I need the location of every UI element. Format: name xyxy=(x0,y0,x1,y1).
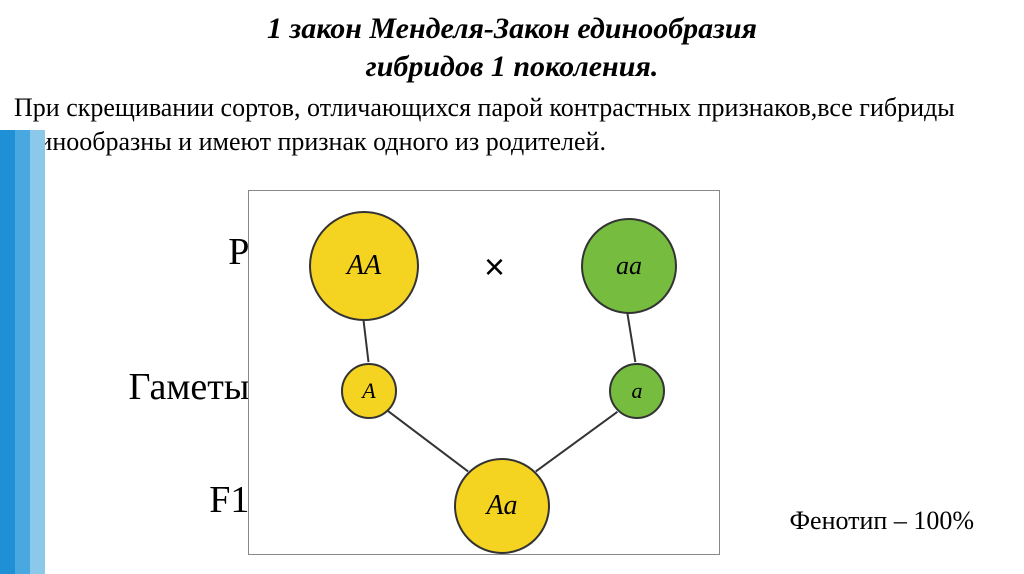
offspring: Aa xyxy=(454,458,550,554)
parent-1: AA xyxy=(309,211,419,321)
parent-2: aa xyxy=(581,218,677,314)
title-period: . xyxy=(651,50,659,83)
description-paragraph: При скрещивании сортов, отличающихся пар… xyxy=(0,85,1024,159)
genetics-diagram: AA aa Aa Aa × xyxy=(248,190,720,555)
cross-symbol: × xyxy=(484,246,505,288)
title-line2: гибридов 1 поколения xyxy=(366,50,651,83)
gamete-2: a xyxy=(609,363,665,419)
accent-stripe-2 xyxy=(15,130,30,574)
label-gametes: Гаметы: xyxy=(129,365,261,409)
accent-bar xyxy=(0,130,45,574)
slide-title: 1 закон Менделя-Закон единообразия гибри… xyxy=(0,0,1024,85)
title-line1: 1 закон Менделя-Закон единообразия xyxy=(267,12,757,45)
accent-stripe-3 xyxy=(30,130,45,574)
gamete-1: A xyxy=(341,363,397,419)
phenotype-label: Фенотип – 100% xyxy=(789,506,974,536)
accent-stripe-1 xyxy=(0,130,15,574)
